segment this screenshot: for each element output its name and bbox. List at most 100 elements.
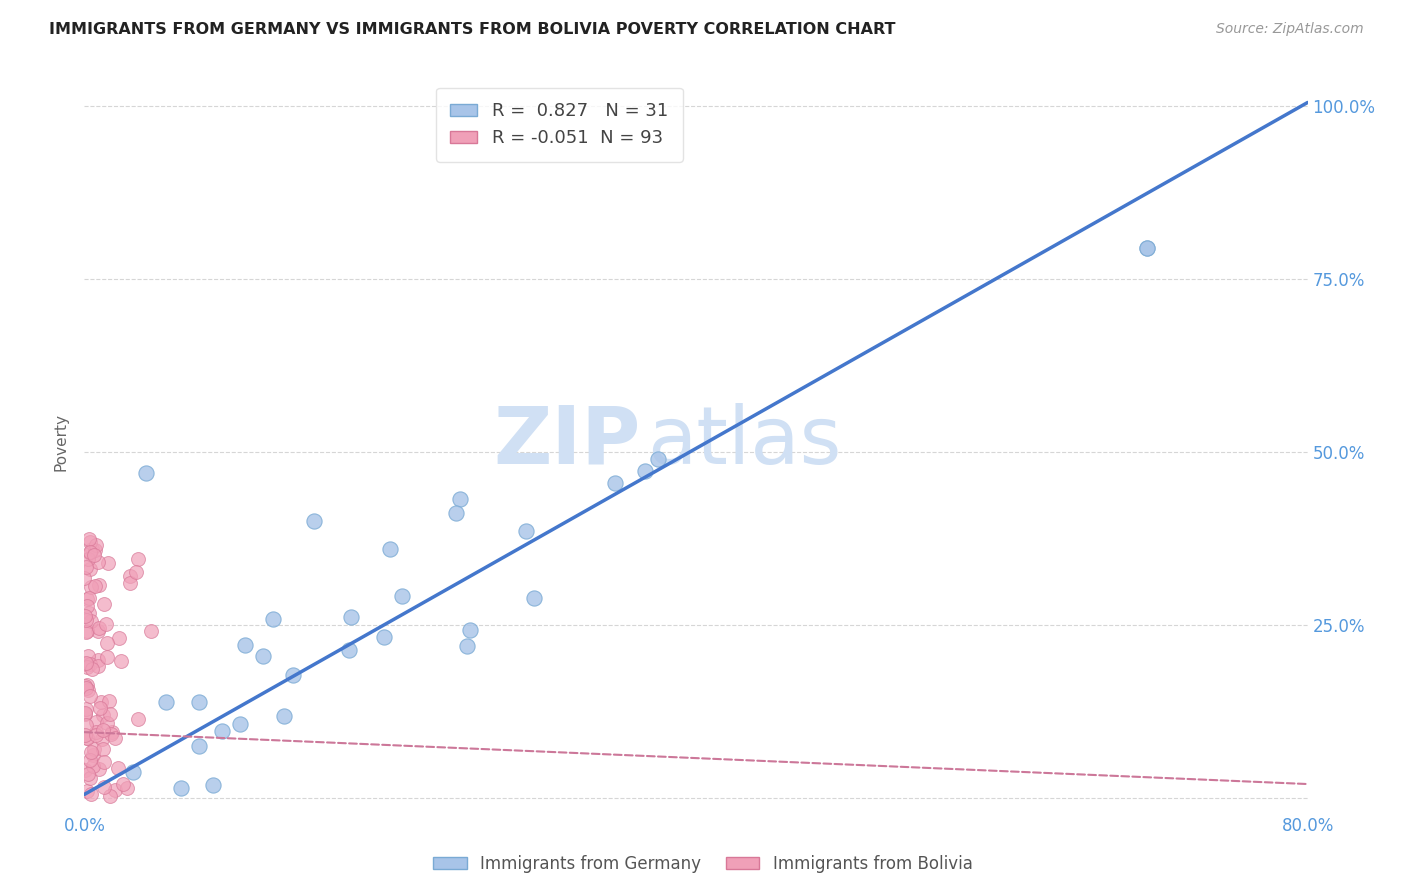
Point: [523, 591, 546, 606]
Point: [76, 784, 98, 798]
Point: [252, 649, 274, 664]
Point: [120, 569, 142, 583]
Point: [75, 702, 97, 716]
Point: [79, 546, 101, 560]
Point: [80, 541, 103, 556]
Point: [77, 606, 100, 620]
Point: [139, 624, 162, 639]
Point: [93, 723, 115, 737]
Point: [76, 678, 98, 692]
Point: [79, 591, 101, 605]
Point: [96, 635, 118, 649]
Point: [104, 731, 127, 746]
Point: [79, 745, 101, 759]
Point: [93, 780, 115, 794]
Point: [458, 624, 481, 638]
Point: [76, 649, 98, 664]
Point: [229, 717, 252, 731]
Point: [373, 630, 395, 644]
Point: [93, 755, 115, 769]
Point: [1136, 241, 1159, 255]
Point: [76, 592, 98, 607]
Point: [75, 613, 97, 627]
Point: [87, 624, 110, 638]
Point: [80, 787, 103, 801]
Point: [104, 782, 127, 797]
Point: [127, 552, 149, 566]
Point: [97, 556, 120, 570]
Point: [79, 689, 101, 703]
Point: [87, 762, 110, 776]
Point: [380, 541, 402, 556]
Point: [80, 614, 103, 628]
Point: [100, 727, 122, 741]
Point: [87, 658, 110, 673]
Point: [76, 660, 98, 674]
Point: [73, 571, 96, 585]
Point: [91, 732, 114, 747]
Point: [79, 535, 101, 549]
Point: [91, 742, 114, 756]
Point: [75, 717, 97, 731]
Point: [76, 731, 98, 745]
Point: [79, 562, 101, 576]
Point: [1136, 241, 1159, 255]
Point: [75, 560, 97, 574]
Point: [75, 657, 97, 671]
Point: [107, 631, 129, 645]
Point: [87, 578, 110, 592]
Point: [84, 578, 107, 592]
Point: [93, 597, 115, 611]
Point: [444, 506, 467, 520]
Point: [83, 741, 105, 756]
Point: [90, 695, 112, 709]
Point: [96, 650, 118, 665]
Text: atlas: atlas: [647, 402, 841, 481]
Point: [98, 694, 121, 708]
Point: [449, 491, 471, 506]
Point: [302, 514, 325, 528]
Point: [603, 475, 626, 490]
Point: [79, 771, 101, 785]
Point: [76, 731, 98, 745]
Point: [273, 708, 295, 723]
Point: [647, 452, 669, 467]
Point: [76, 624, 98, 639]
Point: [75, 624, 97, 639]
Point: [188, 695, 211, 709]
Point: [135, 466, 157, 480]
Y-axis label: Poverty: Poverty: [53, 412, 69, 471]
Point: [79, 544, 101, 558]
Point: [79, 753, 101, 767]
Point: [155, 695, 177, 709]
Text: Source: ZipAtlas.com: Source: ZipAtlas.com: [1216, 22, 1364, 37]
Point: [75, 681, 97, 695]
Point: [82, 759, 104, 773]
Legend: Immigrants from Germany, Immigrants from Bolivia: Immigrants from Germany, Immigrants from…: [427, 848, 979, 880]
Point: [83, 543, 105, 558]
Point: [75, 707, 97, 722]
Point: [170, 780, 193, 795]
Point: [337, 642, 360, 657]
Point: [75, 728, 97, 742]
Point: [84, 538, 107, 552]
Point: [127, 712, 149, 726]
Point: [77, 683, 100, 698]
Point: [80, 580, 103, 594]
Point: [89, 621, 111, 635]
Point: [121, 764, 143, 779]
Point: [80, 662, 103, 676]
Point: [91, 708, 114, 723]
Point: [87, 555, 110, 569]
Point: [107, 761, 129, 775]
Point: [117, 781, 139, 796]
Point: [87, 653, 110, 667]
Point: [75, 679, 97, 693]
Point: [89, 701, 111, 715]
Point: [634, 464, 657, 478]
Point: [96, 617, 118, 632]
Point: [112, 777, 135, 791]
Point: [84, 714, 107, 729]
Point: [98, 706, 121, 721]
Point: [125, 565, 148, 579]
